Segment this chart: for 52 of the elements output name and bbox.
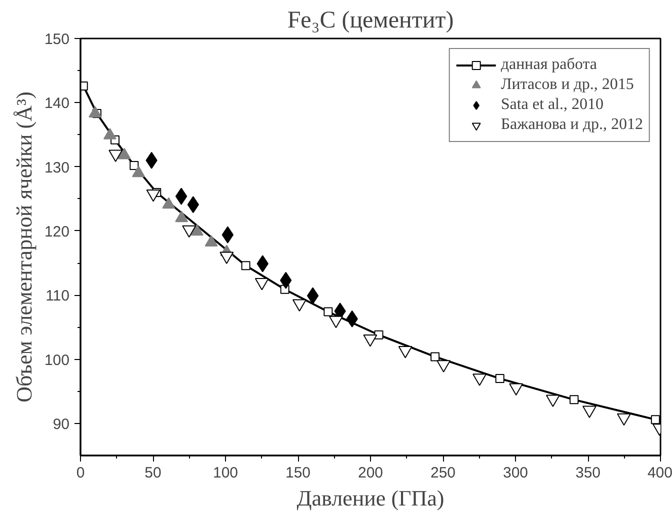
point [398, 346, 412, 358]
y-tick-label: 150 [44, 31, 70, 48]
point [103, 128, 116, 140]
point [472, 374, 487, 386]
x-tick-label: 300 [502, 464, 528, 482]
point [509, 383, 524, 396]
x-tick-label: 400 [647, 464, 672, 482]
point [292, 299, 306, 312]
y-axis-title: Объем элементарной ячейки (Å³) [11, 92, 36, 402]
y-tick-label: 90 [52, 416, 70, 433]
x-tick-label: 350 [575, 464, 601, 482]
y-tick-label: 100 [44, 352, 70, 369]
point [374, 330, 384, 340]
point [582, 406, 596, 418]
point [363, 334, 378, 347]
legend-label: Бажанова и др., 2012 [500, 116, 643, 134]
point [280, 272, 292, 289]
point [430, 352, 440, 362]
x-axis-title: Давление (ГПа) [296, 486, 444, 510]
point [162, 197, 176, 209]
point [495, 374, 504, 384]
point [324, 307, 333, 316]
point [88, 106, 102, 118]
point [130, 161, 139, 170]
point [570, 395, 579, 404]
point [132, 166, 145, 178]
legend-label: данная работа [500, 56, 597, 74]
point [222, 226, 234, 244]
y-tick-label: 120 [44, 223, 70, 240]
x-tick-label: 150 [285, 464, 311, 482]
x-tick-label: 0 [76, 464, 85, 482]
chart-title: Fe₃C (цементит) [287, 8, 454, 34]
y-tick-label: 130 [44, 159, 70, 176]
point [436, 360, 451, 372]
legend-label: Sata et al., 2010 [500, 96, 604, 114]
x-tick-label: 250 [430, 464, 456, 482]
point [546, 394, 560, 408]
point [190, 224, 204, 236]
y-tick-label: 110 [46, 288, 70, 305]
point [650, 415, 660, 424]
x-tick-label: 200 [358, 464, 384, 482]
point [175, 210, 188, 222]
point [118, 148, 131, 160]
point [616, 413, 631, 426]
point [241, 261, 250, 270]
y-tick-label: 140 [44, 95, 70, 112]
x-tick-label: 50 [144, 464, 162, 482]
legend-label: Литасов и др., 2015 [500, 76, 634, 94]
point [328, 316, 343, 328]
point [175, 188, 188, 205]
point [306, 287, 319, 304]
x-tick-label: 100 [212, 464, 238, 482]
